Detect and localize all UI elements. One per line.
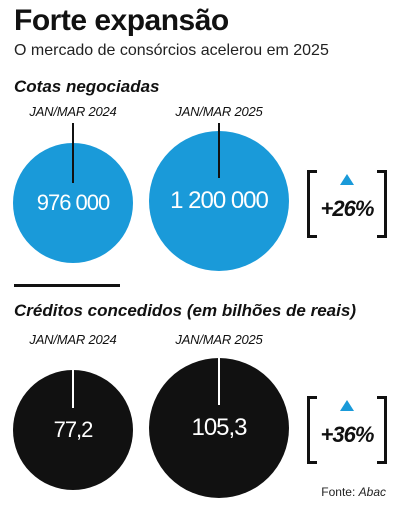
chart-title: Forte expansão — [14, 4, 229, 37]
source-name: Abac — [358, 485, 386, 499]
value-label-cotas-2024: 976 000 — [36, 190, 111, 215]
source-note: Fonte: Abac — [321, 484, 386, 500]
bracket-right — [377, 170, 387, 238]
section-title-creditos: Créditos concedidos (em bilhões de reais… — [14, 301, 356, 320]
change-badge-creditos: +36% — [307, 396, 387, 464]
period-label-2025-creditos: JAN/MAR 2025 — [175, 332, 263, 347]
up-triangle-icon — [340, 400, 354, 411]
change-label-creditos: +36% — [320, 422, 375, 447]
value-label-cotas-2025: 1 200 000 — [170, 187, 269, 214]
value-label-creditos-2024: 77,2 — [53, 417, 94, 442]
period-label-2025-cotas: JAN/MAR 2025 — [175, 104, 263, 119]
bubble-creditos-2024: 77,2 — [13, 350, 133, 490]
section-divider — [14, 284, 120, 287]
bracket-left — [307, 170, 317, 238]
chart-subtitle: O mercado de consórcios acelerou em 2025 — [14, 42, 329, 59]
change-badge-cotas: +26% — [307, 170, 387, 238]
period-label-2024-creditos: JAN/MAR 2024 — [29, 332, 117, 347]
leader-line — [72, 123, 74, 183]
bubble-cotas-2024: 976 000 — [13, 123, 133, 263]
bubble-creditos-2025: 105,3 — [149, 350, 289, 498]
bracket-right — [377, 396, 387, 464]
section-title-cotas: Cotas negociadas — [14, 77, 160, 96]
change-label-cotas: +26% — [320, 196, 375, 221]
bracket-left — [307, 396, 317, 464]
leader-line — [218, 350, 220, 405]
up-triangle-icon — [340, 174, 354, 185]
period-label-2024-cotas: JAN/MAR 2024 — [29, 104, 117, 119]
value-label-creditos-2025: 105,3 — [191, 414, 247, 441]
bubble-cotas-2025: 1 200 000 — [149, 123, 289, 271]
source-label: Fonte: — [321, 485, 356, 499]
leader-line — [72, 350, 74, 408]
leader-line — [218, 123, 220, 178]
